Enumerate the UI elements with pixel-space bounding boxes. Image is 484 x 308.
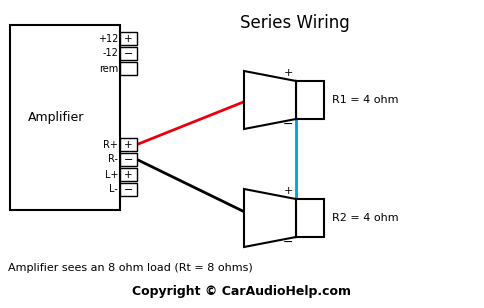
Text: Copyright © CarAudioHelp.com: Copyright © CarAudioHelp.com (133, 285, 351, 298)
Text: R2 = 4 ohm: R2 = 4 ohm (332, 213, 399, 223)
Polygon shape (244, 189, 296, 247)
Text: +: + (283, 68, 293, 78)
Bar (120, 153, 137, 166)
Bar (120, 62, 137, 75)
Text: −: − (124, 184, 133, 194)
Bar (120, 168, 137, 181)
Text: -12: -12 (102, 48, 118, 59)
Text: −: − (124, 48, 133, 59)
Bar (120, 47, 137, 60)
Bar (120, 32, 137, 45)
Text: +: + (124, 169, 133, 180)
Polygon shape (244, 71, 296, 129)
Text: +: + (124, 140, 133, 149)
Text: L-: L- (109, 184, 118, 194)
Bar (296, 81, 324, 119)
Bar (10, 25, 120, 210)
Bar (120, 183, 137, 196)
Text: R+: R+ (103, 140, 118, 149)
Text: R-: R- (108, 155, 118, 164)
Text: +12: +12 (98, 34, 118, 43)
Text: −: − (283, 236, 293, 249)
Bar (296, 199, 324, 237)
Text: +: + (124, 34, 133, 43)
Text: R1 = 4 ohm: R1 = 4 ohm (332, 95, 398, 105)
Text: −: − (283, 117, 293, 131)
Text: Amplifier: Amplifier (28, 111, 84, 124)
Text: rem: rem (99, 63, 118, 74)
Text: L+: L+ (105, 169, 118, 180)
Bar (120, 138, 137, 151)
Text: −: − (124, 155, 133, 164)
Text: +: + (283, 186, 293, 196)
Text: Series Wiring: Series Wiring (240, 14, 350, 32)
Text: Amplifier sees an 8 ohm load (Rt = 8 ohms): Amplifier sees an 8 ohm load (Rt = 8 ohm… (8, 263, 253, 273)
